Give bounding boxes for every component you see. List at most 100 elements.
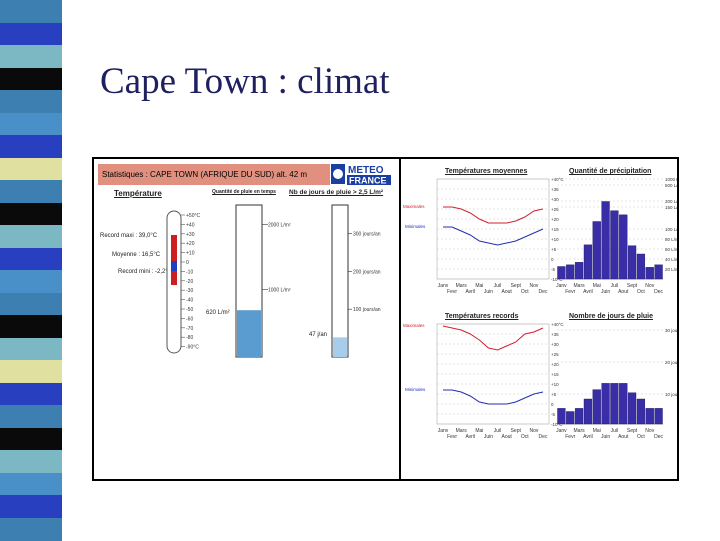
month-label: Dec: [539, 289, 548, 295]
temp-tick-label: -5: [551, 267, 555, 272]
temp-tick-label: +10: [551, 382, 559, 387]
stripe-block: [0, 338, 62, 362]
bar: [655, 265, 663, 279]
month-label: Dec: [539, 434, 548, 440]
temp-tick-label: +15: [551, 372, 559, 377]
month-label: Juil: [494, 283, 502, 289]
days-tick-label: 100 jours/an: [353, 307, 381, 313]
month-label: Sept: [511, 428, 522, 434]
month-label: Aout: [618, 289, 629, 295]
temp-tick-label: +40°C: [551, 322, 564, 327]
record-max-label: Record maxi : 39,0°C: [100, 233, 157, 239]
month-label: Juin: [601, 434, 610, 440]
stripe-block: [0, 360, 62, 384]
month-label: Fevr: [447, 434, 457, 440]
month-label: Avril: [583, 289, 593, 295]
rain-days-fill: [333, 337, 347, 357]
temp-tick-label: +30: [551, 197, 559, 202]
bar: [628, 246, 636, 279]
temp-tick-label: 0: [551, 402, 554, 407]
bar: [628, 393, 636, 424]
month-label: Mai: [475, 428, 483, 434]
temp-tick-label: +20: [551, 217, 559, 222]
temp-tick-label: -5: [551, 412, 555, 417]
slide-title: Cape Town : climat: [100, 60, 390, 103]
month-label: Oct: [521, 289, 529, 295]
rain-tick-label: 1000 L/m²: [268, 288, 291, 294]
rain-days-value: 47 j/an: [309, 332, 327, 338]
temp-tick-label: +5: [551, 392, 557, 397]
bar-tick-label: 150 L/m²: [665, 205, 677, 210]
month-label: Mai: [475, 283, 483, 289]
bar: [593, 222, 601, 280]
rain-fill: [237, 310, 261, 357]
month-label: Oct: [521, 434, 529, 440]
stripe-block: [0, 495, 62, 519]
bar: [611, 383, 619, 424]
mini-label: Minimales: [405, 224, 426, 229]
thermometer: +50°C+40+30+20+100-10-20-30-40-50-60-70-…: [164, 209, 214, 359]
stripe-block: [0, 68, 62, 92]
month-label: Juin: [484, 434, 493, 440]
bar-tick-label: 30 jours: [665, 328, 677, 333]
stripe-block: [0, 315, 62, 339]
bar-tick-label: 500 L/m²: [665, 183, 677, 188]
chart-canvas: +40°C+35+30+25+20+15+10+50-5-10°CMaximal…: [401, 159, 677, 479]
climate-statistics-panel: Statistiques : CAPE TOWN (AFRIQUE DU SUD…: [92, 157, 679, 481]
temp-tick-label: +15: [551, 227, 559, 232]
thermo-tick-label: +10: [186, 251, 195, 257]
temperature-title: Température: [114, 189, 162, 198]
rain-tube: 2000 L/m² 1000 L/m²: [234, 203, 294, 363]
maxi-label: Maximales: [403, 323, 425, 328]
bar: [593, 390, 601, 424]
temp-tick-label: +30: [551, 342, 559, 347]
maxi-label: Maximales: [403, 204, 425, 209]
temp-tick-label: +40°C: [551, 177, 564, 182]
month-label: Nov: [529, 428, 538, 434]
month-label: Fevr: [565, 289, 575, 295]
rain-tick-label: 2000 L/m²: [268, 223, 291, 229]
thermo-tick-label: -80: [186, 335, 193, 341]
bar-tick-label: 10 jours: [665, 392, 677, 397]
stripe-block: [0, 23, 62, 47]
bar-tick-label: 80 L/m²: [665, 237, 677, 242]
thermo-tick-label: -70: [186, 326, 193, 332]
stripe-block: [0, 518, 62, 541]
bar: [619, 215, 627, 279]
bar: [611, 211, 619, 279]
stripe-block: [0, 158, 62, 182]
stripe-block: [0, 225, 62, 249]
stripe-block: [0, 270, 62, 294]
logo-text-line1: METEO: [348, 165, 384, 176]
bar: [637, 399, 645, 424]
stripe-block: [0, 0, 62, 24]
rain-days-chart: 30 jours20 jours10 joursJanvMarsMaiJuilS…: [556, 328, 677, 440]
rain-title: Quantité de pluie en temps: [212, 189, 276, 195]
rain-value: 620 L/m²: [206, 310, 230, 316]
thermo-tick-label: -60: [186, 316, 193, 322]
month-label: Sept: [511, 283, 522, 289]
thermo-tick-label: -90°C: [186, 345, 199, 351]
bar: [619, 383, 627, 424]
thermo-tick-label: 0: [186, 260, 189, 266]
month-label: Mai: [593, 428, 601, 434]
stripe-block: [0, 383, 62, 407]
monthly-charts: Températures moyennes Quantité de précip…: [401, 159, 677, 479]
bar: [584, 245, 592, 279]
mini-label: Minimales: [405, 387, 426, 392]
temp-tick-label: +10: [551, 237, 559, 242]
month-label: Avril: [583, 434, 593, 440]
temp-tick-label: +35: [551, 332, 559, 337]
bar-tick-label: 20 L/m²: [665, 267, 677, 272]
bar-tick-label: 1000 L/m²: [665, 177, 677, 182]
temp-tick-label: +5: [551, 247, 557, 252]
bar: [646, 408, 654, 424]
month-label: Aout: [618, 434, 629, 440]
bar: [575, 408, 583, 424]
thermo-tick-label: +20: [186, 241, 195, 247]
stripe-block: [0, 473, 62, 497]
month-label: Dec: [654, 434, 663, 440]
average-label: Moyenne : 16,5°C: [112, 252, 160, 258]
stripe-block: [0, 45, 62, 69]
temp-tick-label: +25: [551, 207, 559, 212]
